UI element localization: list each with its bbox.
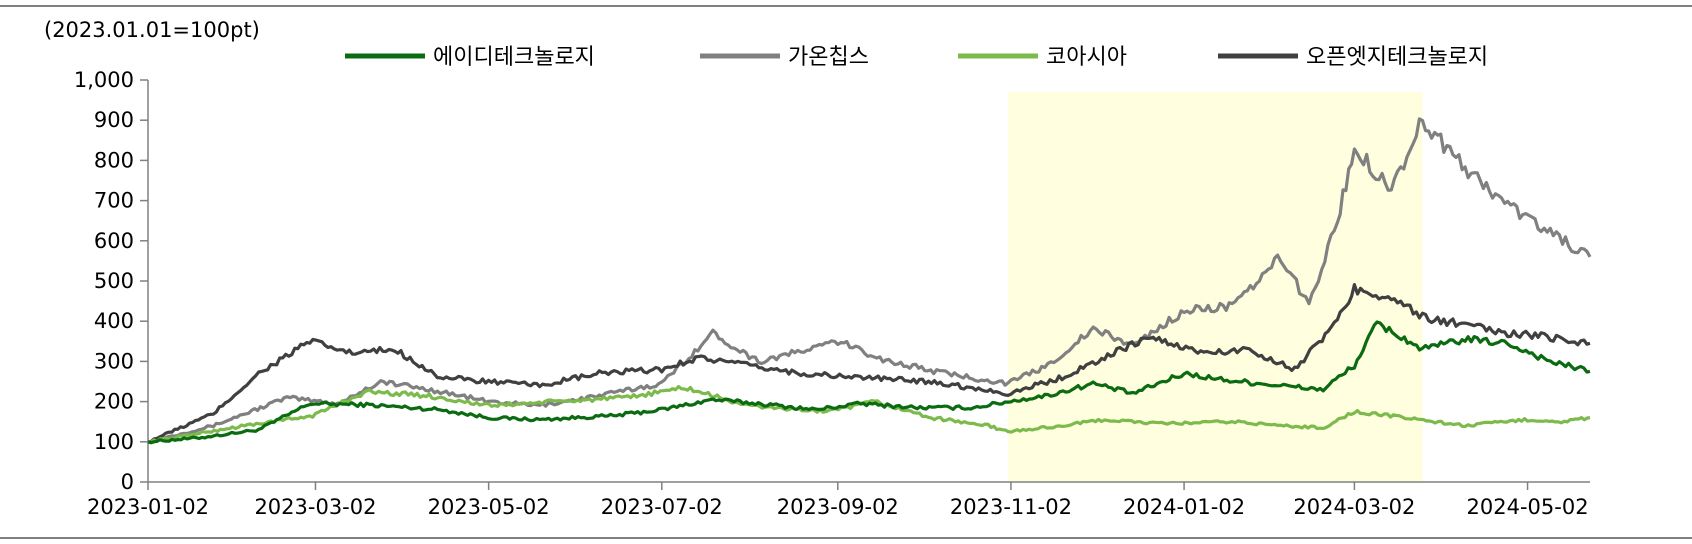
legend-label: 오픈엣지테크놀로지 — [1306, 45, 1488, 70]
x-tick-label: 2023-03-02 — [254, 495, 376, 519]
legend-label: 에이디테크놀로지 — [433, 45, 595, 70]
unit-label: (2023.01.01=100pt) — [44, 18, 260, 42]
series-line — [147, 385, 1591, 445]
y-tick-label: 700 — [94, 189, 134, 213]
legend-label: 코아시아 — [1046, 45, 1127, 70]
y-tick-label: 500 — [94, 269, 134, 293]
x-tick-label: 2023-11-02 — [950, 495, 1072, 519]
x-tick-label: 2023-09-02 — [777, 495, 899, 519]
y-tick-label: 200 — [94, 390, 134, 414]
y-tick-label: 0 — [121, 470, 134, 494]
y-tick-label: 600 — [94, 229, 134, 253]
x-tick-label: 2023-01-02 — [87, 495, 209, 519]
y-tick-label: 100 — [94, 430, 134, 454]
x-tick-label: 2023-05-02 — [428, 495, 550, 519]
y-tick-label: 900 — [94, 108, 134, 132]
x-tick-label: 2023-07-02 — [601, 495, 723, 519]
x-tick-label: 2024-05-02 — [1467, 495, 1589, 519]
x-tick-label: 2024-03-02 — [1293, 495, 1415, 519]
legend-label: 가온칩스 — [788, 45, 869, 70]
series-line — [147, 320, 1591, 445]
y-tick-label: 1,000 — [74, 68, 134, 92]
series-line — [147, 117, 1592, 444]
y-tick-label: 300 — [94, 349, 134, 373]
y-tick-label: 400 — [94, 309, 134, 333]
y-tick-label: 800 — [94, 148, 134, 172]
x-tick-label: 2024-01-02 — [1123, 495, 1245, 519]
series-line — [147, 283, 1591, 444]
